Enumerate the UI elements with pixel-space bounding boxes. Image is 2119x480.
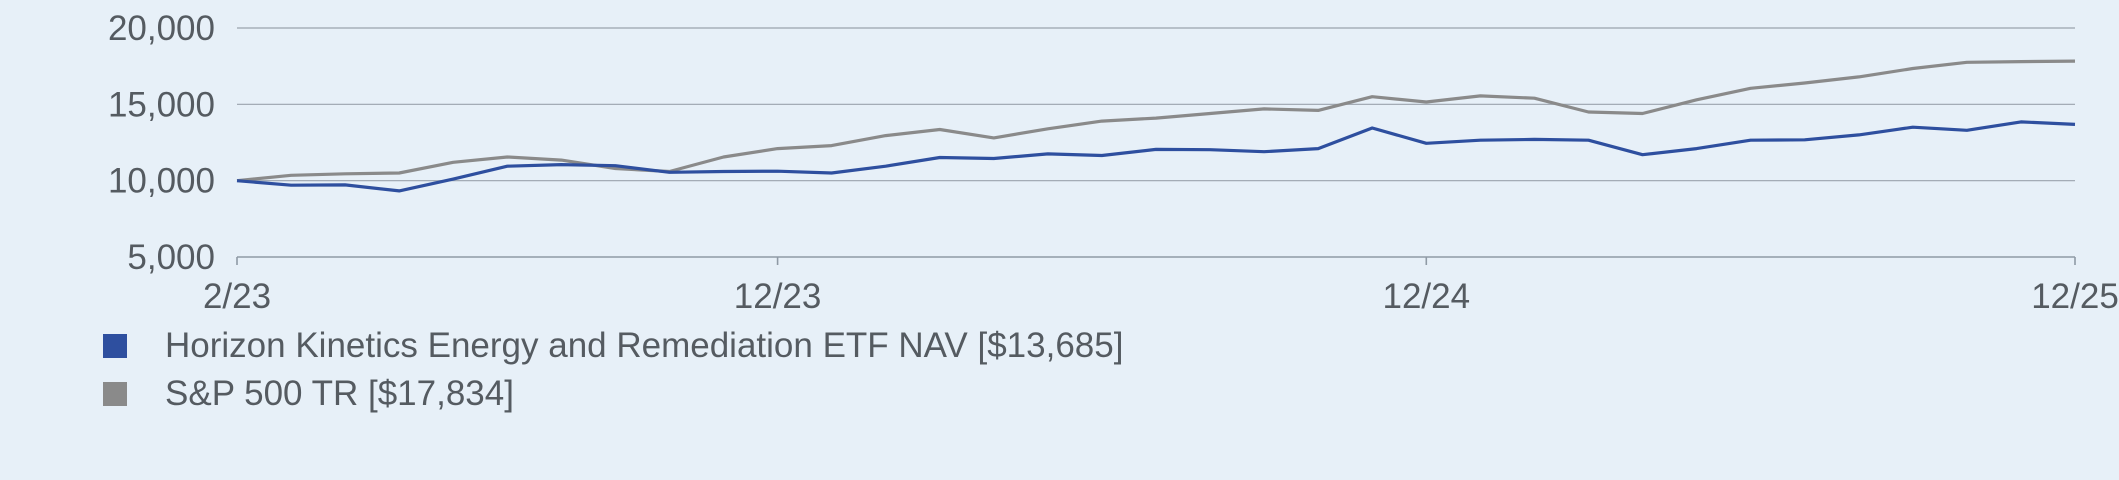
x-tick-label: 2/23: [203, 277, 271, 316]
y-tick-label: 5,000: [127, 238, 215, 277]
x-axis-tick-labels: 2/23 12/23 12/24 12/25: [203, 277, 2119, 316]
series-line-etf: [236, 120, 2076, 193]
y-tick-label: 20,000: [108, 9, 215, 48]
legend-swatch-sp500: [103, 382, 127, 406]
chart-legend: Horizon Kinetics Energy and Remediation …: [103, 322, 1123, 418]
x-tick-label: 12/23: [734, 277, 822, 316]
legend-item-etf: Horizon Kinetics Energy and Remediation …: [103, 322, 1123, 370]
series-lines: [236, 59, 2076, 193]
y-axis-tick-labels: 5,000 10,000 15,000 20,000: [108, 9, 215, 277]
gridlines: [236, 27, 2076, 265]
legend-label-etf: Horizon Kinetics Energy and Remediation …: [165, 326, 1124, 365]
x-tick-label: 12/25: [2031, 277, 2119, 316]
series-line-sp500: [236, 59, 2076, 183]
y-tick-label: 15,000: [108, 85, 215, 124]
legend-swatch-etf: [103, 334, 127, 358]
x-tick-label: 12/24: [1382, 277, 1470, 316]
y-tick-label: 10,000: [108, 162, 215, 201]
legend-label-sp500: S&P 500 TR [$17,834]: [165, 374, 514, 413]
legend-item-sp500: S&P 500 TR [$17,834]: [103, 370, 1123, 418]
